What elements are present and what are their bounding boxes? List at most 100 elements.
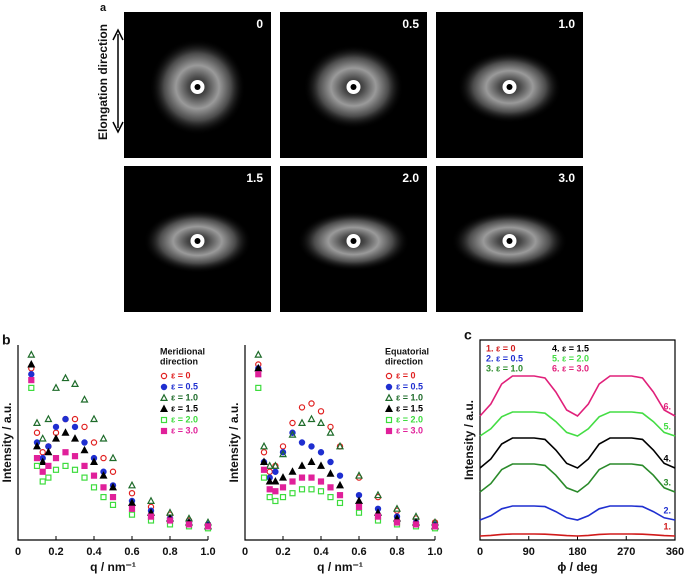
marker — [147, 513, 155, 520]
series-end-label: 1. — [663, 521, 671, 531]
beam-stop — [194, 238, 201, 244]
marker — [289, 490, 296, 497]
marker — [308, 400, 315, 407]
marker — [61, 373, 70, 382]
marker — [32, 441, 42, 450]
legend-marker — [385, 383, 393, 391]
marker — [335, 480, 345, 489]
legend-marker — [160, 383, 168, 391]
beam-stop — [506, 238, 513, 244]
marker — [327, 458, 334, 466]
x-axis-label: q / nm⁻¹ — [317, 560, 363, 574]
marker — [39, 449, 46, 456]
x-tick-label: 90 — [523, 546, 535, 558]
marker — [81, 474, 88, 481]
marker — [61, 428, 70, 436]
marker — [45, 474, 52, 481]
direction-label: Elongation direction — [96, 24, 110, 140]
series — [255, 384, 439, 532]
marker — [33, 455, 41, 462]
marker — [373, 490, 383, 499]
image-label: 1.5 — [246, 171, 263, 185]
marker — [392, 504, 402, 512]
beam-stop — [350, 84, 357, 90]
marker — [33, 429, 41, 436]
x-tick-label: 0.6 — [124, 546, 139, 558]
marker — [298, 486, 306, 493]
legend-label: ε = 3.0 — [171, 425, 198, 435]
legend-label: ε = 0.5 — [396, 381, 423, 391]
marker — [108, 482, 118, 491]
scattering-image: 0.5 — [280, 12, 427, 158]
marker — [259, 457, 269, 465]
series-end-label: 4. — [663, 453, 671, 463]
marker — [266, 468, 273, 475]
marker — [62, 415, 69, 423]
image-label: 0.5 — [402, 17, 419, 31]
series — [28, 377, 212, 530]
legend-marker — [385, 427, 393, 435]
marker — [99, 471, 108, 479]
legend-label: ε = 2.0 — [171, 414, 198, 424]
marker — [80, 395, 89, 403]
marker — [27, 360, 36, 368]
x-tick-label: 270 — [617, 546, 635, 558]
x-tick-label: 1.0 — [200, 546, 215, 558]
marker — [272, 488, 279, 495]
scattering-image: 1.0 — [436, 12, 583, 158]
series — [27, 350, 213, 526]
series-end-label: 5. — [663, 421, 671, 431]
marker — [393, 519, 401, 526]
marker — [254, 350, 263, 358]
marker — [288, 467, 297, 475]
legend-label: 2. ε = 0.5 — [486, 353, 523, 363]
marker — [336, 472, 344, 479]
series-end-label: 3. — [663, 477, 671, 487]
marker — [316, 461, 326, 469]
marker — [52, 423, 60, 431]
marker — [316, 418, 326, 426]
marker — [100, 484, 107, 491]
legend-marker — [384, 393, 394, 401]
marker — [255, 384, 262, 391]
legend-title: Meridional — [160, 346, 205, 356]
series-line — [479, 375, 676, 418]
marker — [28, 371, 35, 378]
marker — [166, 517, 174, 524]
marker — [272, 468, 279, 475]
x-tick-label: 0.8 — [162, 546, 177, 558]
marker — [99, 434, 108, 442]
marker — [327, 484, 334, 491]
marker — [128, 505, 136, 512]
x-axis-label: ϕ / deg — [557, 560, 597, 574]
marker — [260, 474, 268, 481]
arrow-heads — [112, 28, 124, 134]
image-label: 3.0 — [558, 171, 575, 185]
legend-marker — [159, 404, 169, 412]
marker — [266, 486, 273, 493]
marker — [354, 496, 364, 504]
marker — [327, 494, 334, 501]
marker — [289, 419, 296, 427]
legend-marker — [160, 427, 168, 435]
marker — [308, 443, 315, 450]
marker — [326, 469, 335, 477]
beam-stop — [194, 84, 201, 90]
legend-label: ε = 0 — [396, 370, 416, 380]
marker — [80, 445, 89, 454]
marker — [81, 462, 88, 469]
marker — [259, 441, 269, 450]
legend-marker — [159, 393, 169, 401]
marker — [71, 453, 79, 460]
marker — [52, 455, 60, 462]
marker — [271, 477, 280, 485]
legend-title: direction — [160, 356, 198, 366]
marker — [109, 501, 117, 508]
marker — [127, 498, 137, 506]
marker — [44, 414, 53, 423]
marker — [317, 408, 325, 415]
marker — [260, 449, 268, 456]
marker — [289, 478, 296, 485]
marker — [28, 377, 35, 384]
series-line — [479, 437, 676, 469]
